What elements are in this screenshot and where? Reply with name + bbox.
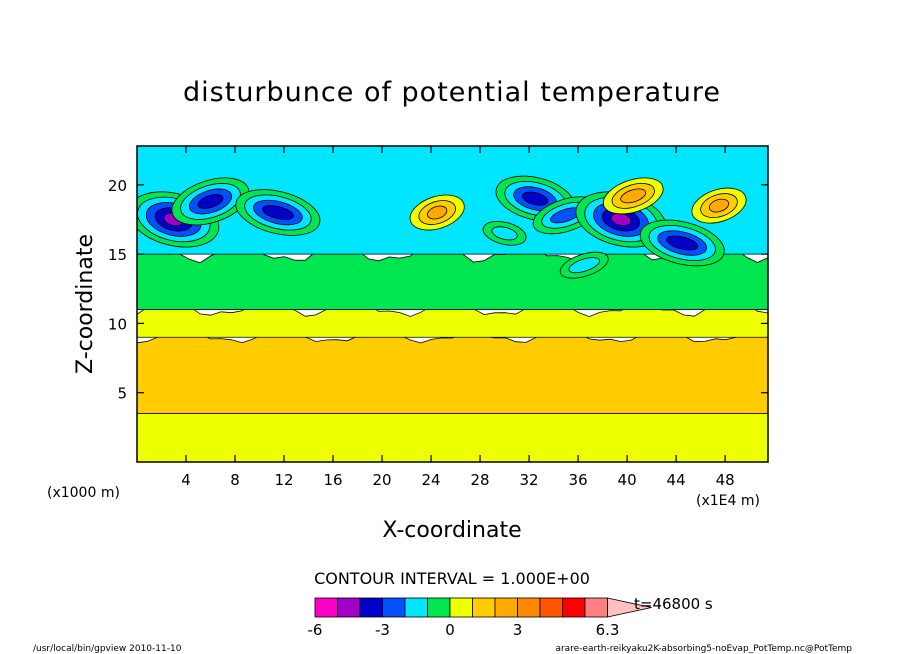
y-tick-label: 10 xyxy=(108,315,127,333)
y-tick-label: 15 xyxy=(108,246,127,264)
colorbar-tick-label: 6.3 xyxy=(596,621,620,639)
colorbar-cell xyxy=(494,597,518,618)
contour-feature xyxy=(568,257,600,274)
colorbar-cell xyxy=(382,597,406,618)
contour-band xyxy=(137,331,768,414)
colorbar-extend-arrow xyxy=(607,597,652,618)
x-tick-label: 4 xyxy=(181,471,191,489)
contour-feature xyxy=(491,226,518,241)
colorbar-cell xyxy=(562,597,586,618)
x-tick-label: 12 xyxy=(274,471,293,489)
colorbar-cell xyxy=(472,597,496,618)
x-tick-label: 48 xyxy=(716,471,735,489)
contour-feature xyxy=(427,205,448,220)
plot-frame xyxy=(136,145,769,463)
x-tick-label: 16 xyxy=(323,471,342,489)
y-tick-label: 5 xyxy=(117,385,127,403)
y-axis: 5 10 15 20 xyxy=(108,177,768,403)
footer-right: arare-earth-reikyaku2K-absorbing5-noEvap… xyxy=(555,644,852,654)
x-unit-left: (x1000 m) xyxy=(47,485,120,501)
contour-band xyxy=(137,413,768,462)
contour-feature xyxy=(620,188,647,204)
colorbar-tick-labels: -6 -3 0 3 6.3 xyxy=(308,621,620,639)
time-text: t=46800 s xyxy=(634,595,713,613)
x-tick-label: 28 xyxy=(471,471,490,489)
colorbar-cell xyxy=(539,597,563,618)
contour-interval-text: CONTOUR INTERVAL = 1.000E+00 xyxy=(314,569,590,588)
x-tick-label: 44 xyxy=(667,471,686,489)
footer-left: /usr/local/bin/gpview 2010-11-10 xyxy=(33,644,182,654)
colorbar-tick-label: 3 xyxy=(513,621,523,639)
x-tick-label: 36 xyxy=(569,471,588,489)
colorbar-cell xyxy=(427,597,451,618)
contour-plot-area xyxy=(137,146,768,462)
colorbar-cell xyxy=(449,597,473,618)
contour-feature xyxy=(261,205,294,220)
chart-title: disturbunce of potential temperature xyxy=(183,77,721,108)
x-tick-label: 40 xyxy=(618,471,637,489)
colorbar-tick-label: -6 xyxy=(308,621,323,639)
x-tick-label: 32 xyxy=(520,471,539,489)
x-axis: 4 8 12 16 20 24 28 32 36 40 44 48 xyxy=(181,146,735,489)
colorbar-tick-label: -3 xyxy=(375,621,390,639)
colorbar-cell xyxy=(337,597,361,618)
x-axis-label: X-coordinate xyxy=(382,518,521,543)
contour-feature xyxy=(522,191,549,206)
y-tick-label: 20 xyxy=(108,177,127,195)
contour-feature xyxy=(666,235,699,251)
x-tick-label: 20 xyxy=(373,471,392,489)
colorbar-cell xyxy=(359,597,383,618)
colorbar-cell xyxy=(517,597,541,618)
x-tick-label: 24 xyxy=(422,471,441,489)
colorbar xyxy=(314,597,652,618)
colorbar-cell xyxy=(404,597,428,618)
x-unit-right: (x1E4 m) xyxy=(696,493,760,509)
contour-feature xyxy=(708,198,730,213)
y-axis-label: Z-coordinate xyxy=(73,234,98,374)
colorbar-cell xyxy=(584,597,608,618)
contour-feature xyxy=(197,194,224,209)
colorbar-tick-label: 0 xyxy=(445,621,455,639)
colorbar-cell xyxy=(314,597,338,618)
x-tick-label: 8 xyxy=(230,471,240,489)
